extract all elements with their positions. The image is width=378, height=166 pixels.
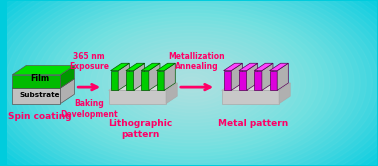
Polygon shape — [110, 63, 129, 71]
Text: 365 nm
Exposure: 365 nm Exposure — [69, 52, 109, 72]
Bar — [126, 71, 133, 90]
Polygon shape — [254, 63, 273, 71]
Bar — [222, 90, 279, 104]
Text: Metal pattern: Metal pattern — [218, 119, 288, 128]
Polygon shape — [133, 63, 145, 90]
Bar — [108, 90, 166, 104]
Polygon shape — [223, 63, 242, 71]
Bar — [254, 71, 262, 90]
Polygon shape — [222, 83, 290, 90]
Polygon shape — [166, 83, 177, 104]
Bar — [12, 75, 60, 88]
Polygon shape — [270, 63, 288, 71]
Polygon shape — [164, 63, 175, 90]
Polygon shape — [118, 63, 129, 90]
Polygon shape — [279, 83, 290, 104]
Bar — [239, 71, 246, 90]
Bar — [156, 71, 164, 90]
Polygon shape — [141, 63, 160, 71]
Polygon shape — [12, 79, 74, 88]
Text: Lithographic
pattern: Lithographic pattern — [108, 119, 172, 139]
Text: Spin coating: Spin coating — [8, 112, 71, 121]
Text: Film: Film — [30, 74, 49, 83]
Bar — [223, 71, 231, 90]
Polygon shape — [149, 63, 160, 90]
Polygon shape — [277, 63, 288, 90]
Text: Substrate: Substrate — [19, 92, 60, 98]
Polygon shape — [126, 63, 145, 71]
Polygon shape — [108, 83, 177, 90]
Polygon shape — [156, 63, 175, 71]
Polygon shape — [239, 63, 258, 71]
Polygon shape — [12, 66, 74, 75]
Bar — [270, 71, 277, 90]
Bar — [110, 71, 118, 90]
Bar — [141, 71, 149, 90]
Bar — [12, 88, 60, 104]
Polygon shape — [231, 63, 242, 90]
Polygon shape — [246, 63, 258, 90]
Polygon shape — [262, 63, 273, 90]
Text: Metallization
Annealing: Metallization Annealing — [169, 52, 225, 72]
Polygon shape — [60, 79, 74, 104]
Polygon shape — [60, 66, 74, 88]
Text: Baking
Development: Baking Development — [60, 99, 118, 119]
